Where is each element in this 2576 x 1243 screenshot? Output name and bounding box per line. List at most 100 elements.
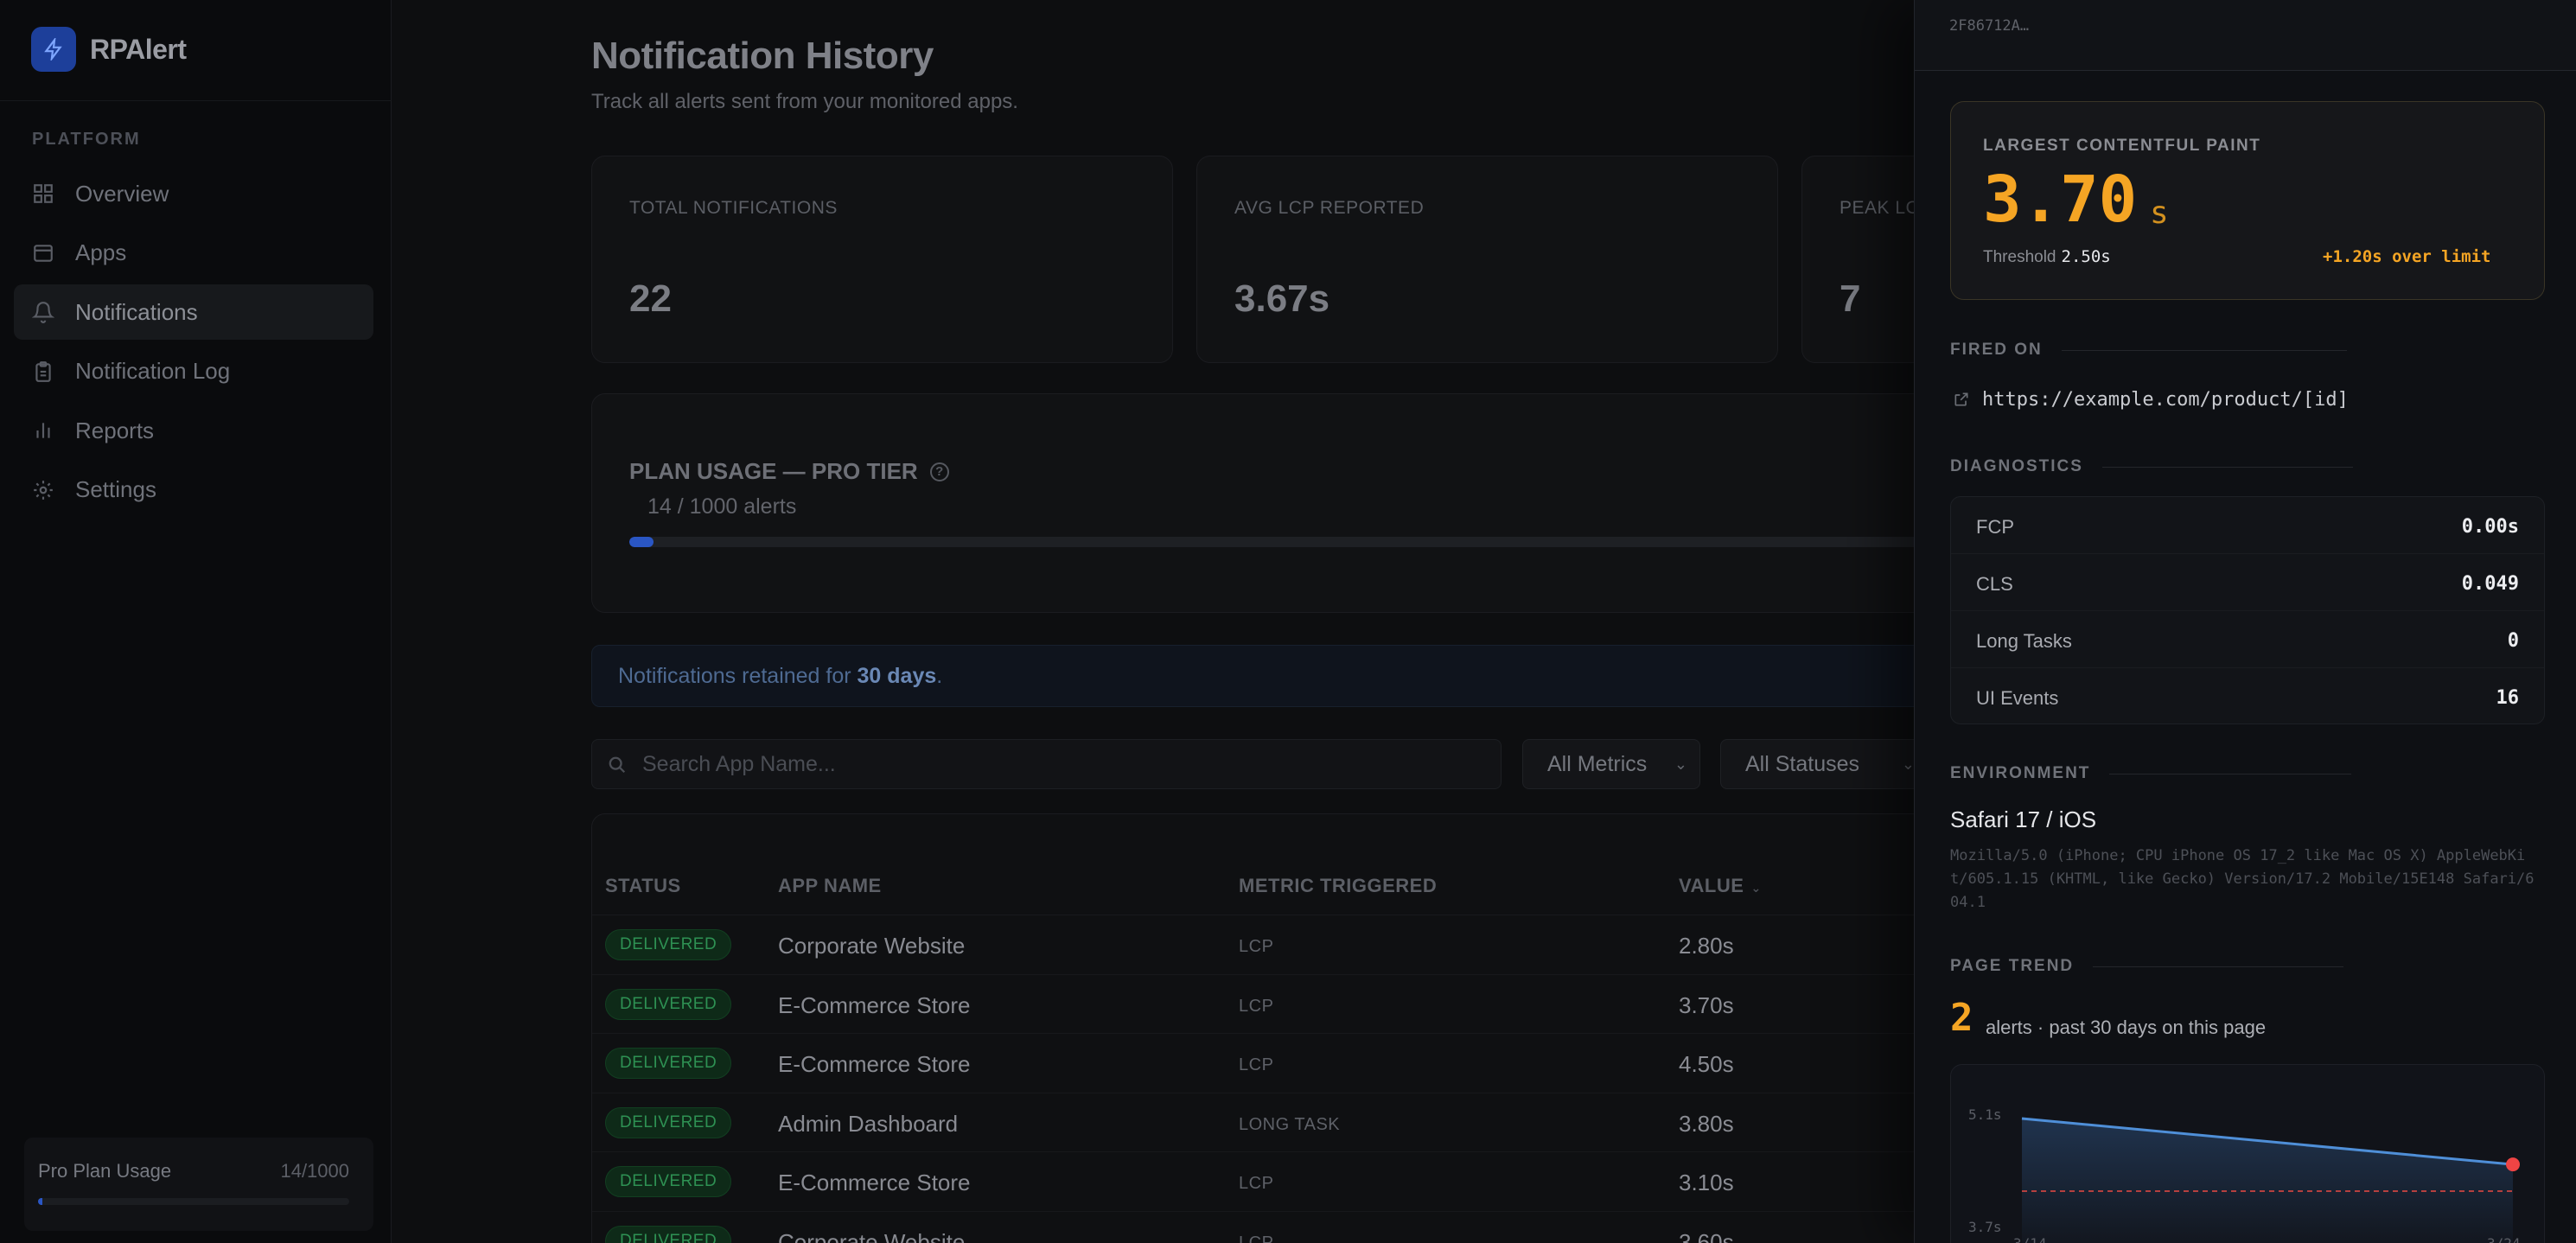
table-row[interactable]: DELIVERED E-Commerce Store LCP 3.10s xyxy=(592,1152,2406,1212)
browser-name: Safari 17 / iOS xyxy=(1950,806,2097,832)
column-header-value[interactable]: VALUE ⌄ xyxy=(1679,875,1762,897)
column-header-status[interactable]: STATUS xyxy=(605,875,681,896)
trend-count: 2 xyxy=(1950,996,1973,1040)
plan-usage-bar xyxy=(38,1198,349,1205)
table-row[interactable]: DELIVERED E-Commerce Store LCP 4.50s xyxy=(592,1034,2406,1093)
threshold-label: Threshold xyxy=(1983,248,2056,266)
panel-header: 2F86712A… xyxy=(1915,0,2576,71)
diagnostic-value: 0.00s xyxy=(2461,516,2519,538)
plan-usage-bar-fill xyxy=(38,1198,43,1205)
trend-chart-svg: 5.1s 3.7s 3/14 3/24 xyxy=(1968,1106,2521,1243)
user-agent-text: Mozilla/5.0 (iPhone; CPU iPhone OS 17_2 … xyxy=(1950,847,2535,911)
nav-section-label: PLATFORM xyxy=(32,130,141,149)
metric-filter-select[interactable]: All Metrics ⌄ xyxy=(1522,739,1700,789)
section-header-fired-on: FIRED ON xyxy=(1950,341,2347,360)
table-row[interactable]: DELIVERED Admin Dashboard LONG TASK 3.80… xyxy=(592,1093,2406,1152)
sidebar: RPAlert PLATFORM Overview Apps Notificat… xyxy=(0,0,392,1243)
bell-icon xyxy=(32,302,54,323)
value-cell: 3.80s xyxy=(1679,1110,1734,1137)
metric-cell: LCP xyxy=(1239,937,1274,956)
divider xyxy=(2061,349,2347,351)
column-header-value-label: VALUE xyxy=(1679,875,1744,896)
page-trend-chart: 5.1s 3.7s 3/14 3/24 xyxy=(1950,1064,2545,1243)
sidebar-item-overview[interactable]: Overview xyxy=(14,166,373,221)
plan-usage-text: 14 / 1000 alerts xyxy=(647,494,797,519)
stat-value: 3.67s xyxy=(1234,277,1330,320)
stat-card-total: TOTAL NOTIFICATIONS 22 xyxy=(591,156,1173,363)
status-filter-value: All Statuses xyxy=(1745,752,1860,776)
lcp-unit: s xyxy=(2150,195,2169,231)
fired-url-link[interactable]: https://example.com/product/[id] xyxy=(1982,389,2349,411)
sidebar-item-settings[interactable]: Settings xyxy=(14,462,373,518)
trend-area xyxy=(2022,1119,2513,1243)
search-box[interactable] xyxy=(591,739,1502,789)
window-icon xyxy=(34,244,53,262)
retention-suffix: . xyxy=(936,664,943,688)
table-row[interactable]: DELIVERED E-Commerce Store LCP 3.70s xyxy=(592,975,2406,1034)
plan-usage-progress-fill xyxy=(629,537,654,547)
column-header-app-name[interactable]: APP NAME xyxy=(778,875,882,896)
help-icon[interactable]: ? xyxy=(929,462,949,481)
diagnostic-key: UI Events xyxy=(1976,687,2059,709)
metric-cell: LCP xyxy=(1239,1174,1274,1193)
value-cell: 2.80s xyxy=(1679,933,1734,959)
value-cell: 3.70s xyxy=(1679,991,1734,1018)
status-badge: DELIVERED xyxy=(605,1166,732,1197)
page-title: Notification History xyxy=(591,35,934,77)
diagnostic-value: 0 xyxy=(2507,630,2519,652)
diagnostic-value: 16 xyxy=(2496,687,2520,709)
stat-label: TOTAL NOTIFICATIONS xyxy=(629,198,838,218)
diagnostic-key: FCP xyxy=(1976,516,2014,538)
lightning-logo-icon xyxy=(31,27,76,72)
diagnostics-list: FCP 0.00s CLS 0.049 Long Tasks 0 UI Even… xyxy=(1950,496,2545,724)
sidebar-item-notifications[interactable]: Notifications xyxy=(14,284,373,340)
diagnostic-row: Long Tasks 0 xyxy=(1951,611,2544,668)
divider xyxy=(0,100,392,101)
sidebar-item-label: Apps xyxy=(75,239,127,265)
sidebar-item-label: Settings xyxy=(75,476,156,502)
sidebar-item-apps[interactable]: Apps xyxy=(14,226,373,281)
sidebar-item-label: Notification Log xyxy=(75,358,231,384)
status-filter-select[interactable]: All Statuses ⌄ xyxy=(1720,739,1928,789)
plan-usage-title-text: PLAN USAGE — PRO TIER xyxy=(629,458,918,484)
plan-usage-count: 14/1000 xyxy=(280,1160,349,1182)
status-badge: DELIVERED xyxy=(605,1106,732,1138)
section-label: PAGE TREND xyxy=(1950,957,2075,975)
value-cell: 3.60s xyxy=(1679,1228,1734,1243)
threshold-info: Threshold 2.50s xyxy=(1983,247,2111,267)
column-header-metric[interactable]: METRIC TRIGGERED xyxy=(1239,875,1438,896)
y-tick-min: 3.7s xyxy=(1968,1219,2002,1235)
app-name-cell: E-Commerce Store xyxy=(778,991,971,1018)
external-link-icon[interactable] xyxy=(1953,391,1970,408)
status-badge: DELIVERED xyxy=(605,929,732,960)
section-header-environment: ENVIRONMENT xyxy=(1950,764,2352,783)
status-badge: DELIVERED xyxy=(605,1225,732,1243)
brand[interactable]: RPAlert xyxy=(31,27,187,72)
metric-filter-value: All Metrics xyxy=(1547,752,1648,776)
brand-name: RPAlert xyxy=(90,33,187,65)
stat-label: AVG LCP REPORTED xyxy=(1234,198,1425,218)
lcp-metric-card: LARGEST CONTENTFUL PAINT 3.70 s Threshol… xyxy=(1950,101,2545,300)
trend-point-latest xyxy=(2506,1157,2520,1172)
table-row[interactable]: DELIVERED Corporate Website LCP 2.80s xyxy=(592,915,2406,975)
divider xyxy=(2093,966,2344,967)
plan-usage-label: Pro Plan Usage xyxy=(38,1160,172,1182)
app-name-cell: Corporate Website xyxy=(778,933,966,959)
x-tick-end: 3/24 xyxy=(2487,1235,2521,1243)
metric-cell: LCP xyxy=(1239,1055,1274,1074)
section-header-page-trend: PAGE TREND xyxy=(1950,957,2344,976)
value-cell: 3.10s xyxy=(1679,1170,1734,1195)
diagnostic-row: UI Events 16 xyxy=(1951,668,2544,725)
notification-id: 2F86712A… xyxy=(1949,17,2030,35)
sidebar-item-notification-log[interactable]: Notification Log xyxy=(14,344,373,399)
search-input[interactable] xyxy=(642,740,1472,788)
divider xyxy=(2101,466,2353,468)
table-row[interactable]: DELIVERED Corporate Website LCP 3.60s xyxy=(592,1212,2406,1243)
metric-cell: LCP xyxy=(1239,996,1274,1016)
diagnostic-value: 0.049 xyxy=(2461,573,2519,595)
trend-line xyxy=(2021,1117,2514,1166)
trend-text: alerts · past 30 days on this page xyxy=(1986,1017,2267,1038)
lcp-label: LARGEST CONTENTFUL PAINT xyxy=(1983,137,2261,155)
sidebar-item-reports[interactable]: Reports xyxy=(14,403,373,458)
app-name-cell: Admin Dashboard xyxy=(778,1110,959,1137)
